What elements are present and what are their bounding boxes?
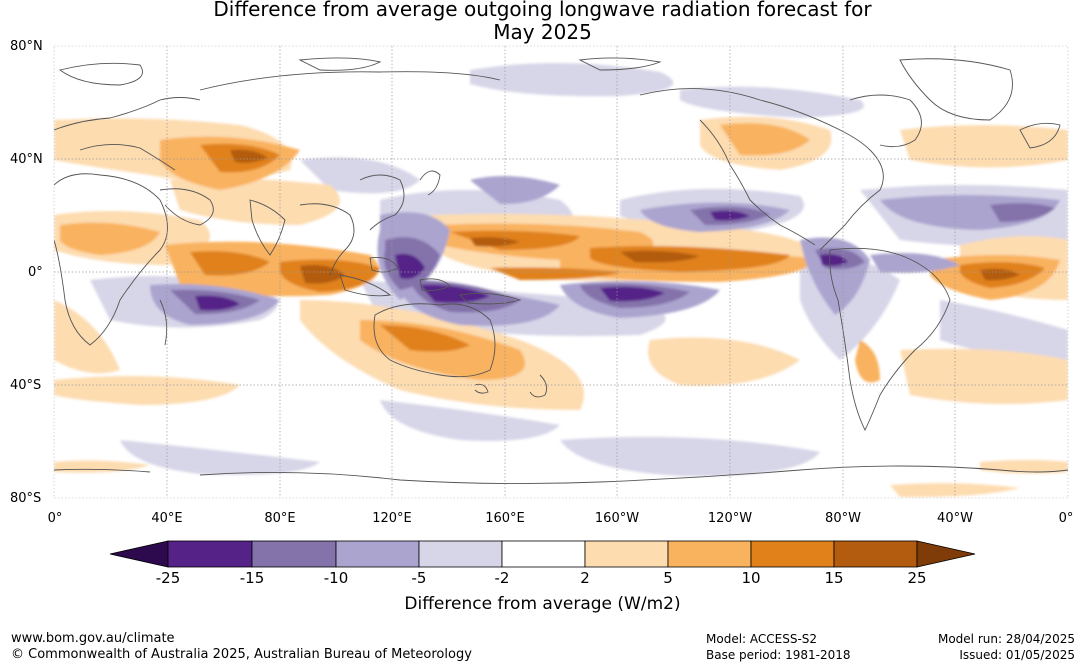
colorbar-tick-label: -2 [494, 569, 510, 587]
model-name: Model: ACCESS-S2 [706, 632, 818, 646]
colorbar-tick-label: 10 [741, 569, 761, 587]
lon-label: 120°W [707, 511, 753, 526]
colorbar-bin [167, 540, 253, 568]
lon-label: 0° [1058, 511, 1074, 526]
copyright-notice: © Commonwealth of Australia 2025, Austra… [11, 647, 472, 662]
lat-label: 40°S [10, 378, 42, 393]
lat-label: 80°S [10, 491, 42, 506]
colorbar-tick-label: 25 [907, 569, 927, 587]
anomaly-fields [54, 62, 1068, 498]
colorbar-tick-label: 2 [580, 569, 590, 587]
colorbar-tick-label: -5 [411, 569, 427, 587]
colorbar-extend-min [109, 540, 169, 568]
colorbar-bin [335, 540, 420, 568]
lat-label: 0° [28, 265, 43, 280]
colorbar-bin [501, 540, 586, 568]
lat-label: 80°N [10, 39, 43, 54]
website-link[interactable]: www.bom.gov.au/climate [11, 631, 175, 646]
colorbar-bin [584, 540, 669, 568]
colorbar-tick-label: 15 [824, 569, 844, 587]
colorbar-tick-label: -25 [155, 569, 181, 587]
map-title-line2: May 2025 [493, 20, 592, 44]
lon-label: 120°E [372, 511, 412, 526]
lon-label: 0° [47, 511, 63, 526]
lon-label: 80°W [825, 511, 861, 526]
lat-label: 40°N [10, 152, 43, 167]
model-run-date: Model run: 28/04/2025 [937, 632, 1075, 646]
lon-label: 160°W [594, 511, 640, 526]
issued-date: Issued: 01/05/2025 [959, 648, 1075, 662]
colorbar-tick-label: 5 [663, 569, 673, 587]
base-period: Base period: 1981-2018 [706, 648, 851, 662]
colorbar-bin [251, 540, 337, 568]
lon-label: 40°E [151, 511, 183, 526]
lon-label: 160°E [485, 511, 525, 526]
colorbar-bin [750, 540, 835, 568]
colorbar-title: Difference from average (W/m2) [404, 594, 681, 614]
colorbar-extend-max [916, 540, 976, 568]
colorbar-bin [667, 540, 752, 568]
coastlines [54, 57, 1068, 485]
colorbar-bin [833, 540, 918, 568]
colorbar [109, 540, 976, 568]
colorbar-bin [418, 540, 503, 568]
lon-label: 80°E [264, 511, 296, 526]
map-title-line1: Difference from average outgoing longwav… [213, 0, 872, 21]
graticule [54, 46, 1068, 498]
colorbar-tick-label: -15 [239, 569, 265, 587]
lon-label: 40°W [937, 511, 973, 526]
colorbar-tick-label: -10 [323, 569, 349, 587]
